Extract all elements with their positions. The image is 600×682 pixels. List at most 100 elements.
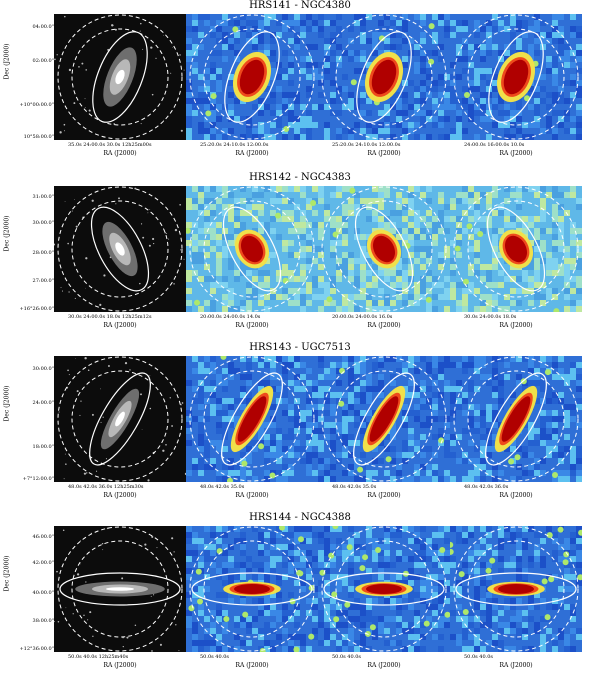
map-pixel [432, 32, 438, 38]
map-pixel [324, 282, 330, 288]
map-pixel [270, 38, 276, 44]
map-pixel [282, 646, 288, 652]
map-pixel [282, 104, 288, 110]
map-pixel [438, 258, 444, 264]
map-pixel [570, 464, 576, 470]
background-annulus-inner [467, 28, 565, 126]
map-pixel [552, 186, 558, 192]
galaxy-core [115, 411, 125, 427]
map-pixel [414, 104, 420, 110]
map-pixel [444, 580, 450, 586]
map-pixel [252, 598, 258, 604]
map-pixel [432, 234, 438, 240]
map-pixel [228, 368, 234, 374]
map-pixel [426, 368, 432, 374]
map-pixel [468, 282, 474, 288]
map-pixel [414, 110, 420, 116]
map-pixel [492, 362, 498, 368]
map-pixel [294, 428, 300, 434]
star [151, 93, 154, 96]
map-pixel [342, 610, 348, 616]
point-source [344, 601, 351, 608]
map-pixel [498, 56, 504, 62]
map-pixel [438, 252, 444, 258]
ra-ticks: 20:00.0s 24:00.0s 16.0s [332, 314, 393, 320]
point-source [357, 466, 364, 473]
map-pixel [414, 92, 420, 98]
map-pixel [234, 56, 240, 62]
map-pixel [276, 592, 282, 598]
map-pixel [492, 422, 498, 428]
point-source [544, 614, 551, 621]
map-pixel [306, 258, 312, 264]
map-pixel [264, 446, 270, 452]
map-pixel [396, 44, 402, 50]
map-pixel [396, 464, 402, 470]
map-pixel [564, 634, 570, 640]
map-pixel [396, 556, 402, 562]
map-pixel [288, 270, 294, 276]
map-pixel [282, 562, 288, 568]
map-pixel [216, 264, 222, 270]
star [64, 130, 66, 132]
map-pixel [492, 604, 498, 610]
map-pixel [444, 568, 450, 574]
map-pixel [354, 380, 360, 386]
ra-axis-label: RA (J2000) [103, 322, 137, 329]
map-pixel [540, 204, 546, 210]
map-pixel [492, 404, 498, 410]
point-source [369, 624, 376, 631]
ra-axis-label: RA (J2000) [367, 662, 401, 669]
map-pixel [546, 398, 552, 404]
star [74, 198, 75, 200]
point-source [563, 551, 570, 558]
map-pixel [270, 98, 276, 104]
star [163, 34, 164, 36]
map-pixel [228, 374, 234, 380]
map-pixel [498, 374, 504, 380]
map-pixel [546, 252, 552, 258]
map-pixel [480, 228, 486, 234]
map-pixel [354, 646, 360, 652]
map-pixel [456, 568, 462, 574]
map-pixel [474, 98, 480, 104]
map-pixel [510, 616, 516, 622]
map-pixel [312, 104, 318, 110]
map-pixel [414, 616, 420, 622]
point-source [188, 605, 195, 612]
map-pixel [336, 44, 342, 50]
map-pixel [450, 294, 456, 300]
map-pixel [420, 116, 426, 122]
map-pixel [468, 386, 474, 392]
map-pixel [504, 622, 510, 628]
map-pixel [528, 380, 534, 386]
map-pixel [294, 222, 300, 228]
map-pixel [390, 434, 396, 440]
map-pixel [348, 374, 354, 380]
map-pixel [234, 368, 240, 374]
map-pixel [498, 538, 504, 544]
map-pixel [336, 186, 342, 192]
point-source [546, 532, 553, 539]
map-pixel [258, 128, 264, 134]
map-pixel [426, 446, 432, 452]
map-pixel [396, 356, 402, 362]
map-pixel [540, 616, 546, 622]
map-pixel [282, 452, 288, 458]
map-pixel [360, 428, 366, 434]
map-pixel [186, 128, 192, 134]
star [71, 210, 73, 212]
map-pixel [270, 374, 276, 380]
star [169, 397, 171, 399]
map-pixel [486, 264, 492, 270]
map-pixel [414, 550, 420, 556]
map-pixel [270, 362, 276, 368]
map-pixel [552, 604, 558, 610]
map-pixel [372, 32, 378, 38]
aperture-ellipse [323, 572, 445, 606]
map-pixel [426, 198, 432, 204]
background-annulus-inner [335, 28, 433, 126]
map-pixel [234, 50, 240, 56]
map-pixel [318, 104, 324, 110]
map-pixel [426, 556, 432, 562]
